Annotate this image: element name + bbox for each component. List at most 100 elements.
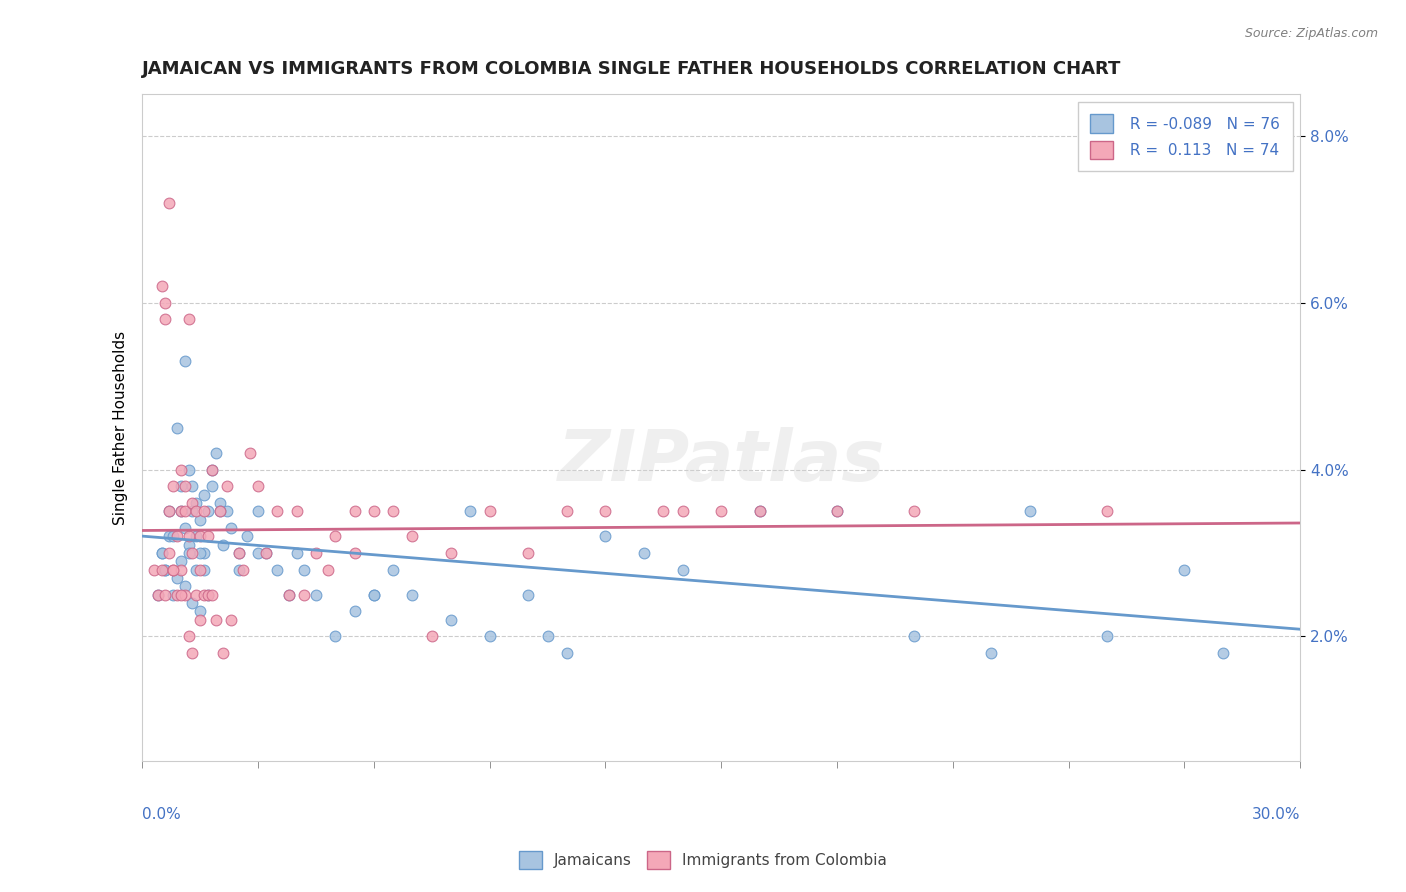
Point <box>186 563 208 577</box>
Point <box>748 504 770 518</box>
Point <box>285 504 308 518</box>
Point <box>440 613 463 627</box>
Text: ZIPatlas: ZIPatlas <box>558 426 884 496</box>
Point <box>305 588 328 602</box>
Point <box>170 563 193 577</box>
Point <box>170 462 193 476</box>
Point <box>903 629 925 643</box>
Point <box>188 563 211 577</box>
Point <box>173 504 195 518</box>
Point <box>188 512 211 526</box>
Point <box>146 588 169 602</box>
Point <box>825 504 848 518</box>
Point <box>197 588 219 602</box>
Point <box>247 546 270 560</box>
Point <box>672 563 695 577</box>
Point <box>197 504 219 518</box>
Point <box>177 629 200 643</box>
Point <box>177 462 200 476</box>
Point <box>555 504 578 518</box>
Point <box>517 546 540 560</box>
Point <box>155 563 177 577</box>
Point <box>323 529 346 543</box>
Point <box>208 504 231 518</box>
Point <box>155 295 177 310</box>
Point <box>228 546 250 560</box>
Legend: Jamaicans, Immigrants from Colombia: Jamaicans, Immigrants from Colombia <box>513 845 893 875</box>
Point <box>201 462 224 476</box>
Point <box>166 571 188 585</box>
Point <box>517 588 540 602</box>
Point <box>188 529 211 543</box>
Point <box>181 596 204 610</box>
Point <box>150 563 173 577</box>
Point <box>170 504 193 518</box>
Point <box>162 529 184 543</box>
Point <box>219 521 242 535</box>
Point <box>323 629 346 643</box>
Point <box>254 546 277 560</box>
Point <box>825 504 848 518</box>
Point <box>177 529 200 543</box>
Point <box>219 613 242 627</box>
Point <box>266 504 288 518</box>
Point <box>903 504 925 518</box>
Point <box>294 563 316 577</box>
Text: Source: ZipAtlas.com: Source: ZipAtlas.com <box>1244 27 1378 40</box>
Point <box>652 504 675 518</box>
Point <box>217 479 239 493</box>
Point <box>150 546 173 560</box>
Point <box>363 588 385 602</box>
Point <box>1097 504 1119 518</box>
Point <box>235 529 257 543</box>
Point <box>166 529 188 543</box>
Point <box>201 588 224 602</box>
Text: 0.0%: 0.0% <box>142 807 181 822</box>
Point <box>146 588 169 602</box>
Point <box>157 195 180 210</box>
Point <box>555 646 578 660</box>
Point <box>633 546 655 560</box>
Point <box>460 504 482 518</box>
Point <box>181 546 204 560</box>
Point <box>204 613 226 627</box>
Point <box>177 537 200 551</box>
Point <box>197 529 219 543</box>
Point <box>595 504 617 518</box>
Point <box>672 504 695 518</box>
Point <box>208 504 231 518</box>
Point <box>193 563 215 577</box>
Point <box>155 312 177 326</box>
Point <box>595 529 617 543</box>
Point <box>1173 563 1195 577</box>
Point <box>188 613 211 627</box>
Point <box>980 646 1002 660</box>
Point <box>1212 646 1234 660</box>
Point <box>278 588 301 602</box>
Point <box>266 563 288 577</box>
Point <box>157 546 180 560</box>
Point <box>173 521 195 535</box>
Point <box>155 588 177 602</box>
Point <box>748 504 770 518</box>
Point <box>193 487 215 501</box>
Point <box>343 546 366 560</box>
Point <box>294 588 316 602</box>
Point <box>181 496 204 510</box>
Point <box>217 504 239 518</box>
Point <box>212 646 235 660</box>
Point <box>162 563 184 577</box>
Point <box>188 546 211 560</box>
Point <box>150 546 173 560</box>
Point <box>382 504 405 518</box>
Point <box>157 504 180 518</box>
Point <box>440 546 463 560</box>
Point <box>162 563 184 577</box>
Point <box>305 546 328 560</box>
Point <box>181 504 204 518</box>
Point <box>343 604 366 618</box>
Point <box>186 504 208 518</box>
Point <box>197 588 219 602</box>
Point <box>254 546 277 560</box>
Point <box>170 588 193 602</box>
